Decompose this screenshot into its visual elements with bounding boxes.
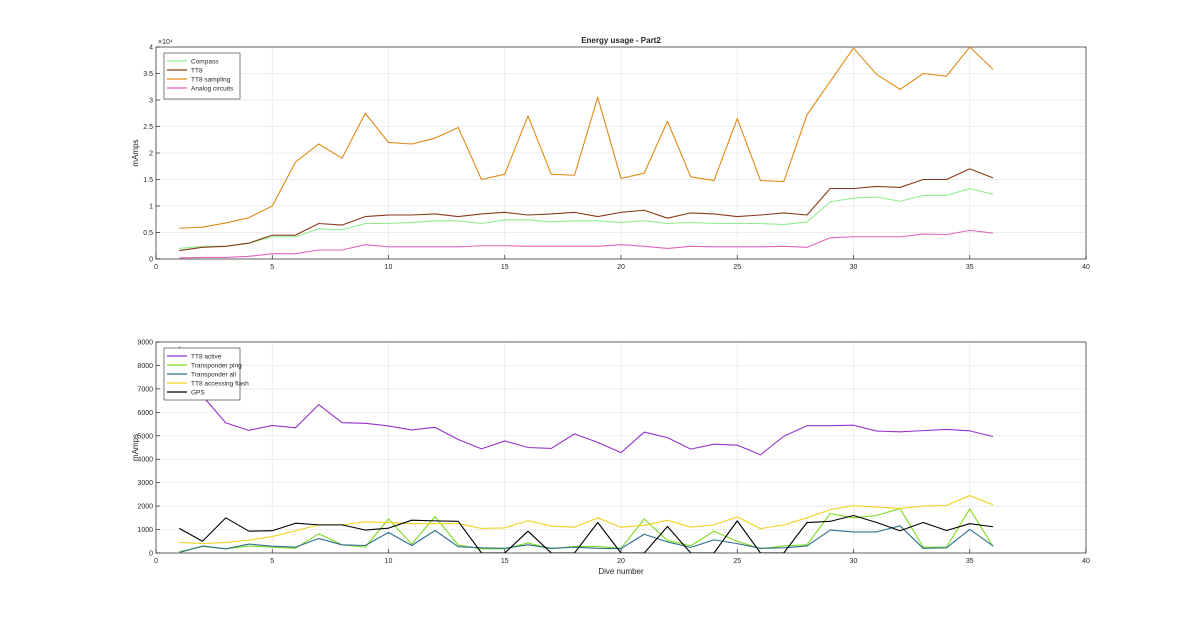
series-line [179, 168, 994, 252]
x-tick-label: 10 [385, 264, 393, 271]
y-tick-label: 4000 [137, 457, 153, 464]
series-line [179, 47, 994, 229]
series-gps [178, 514, 994, 553]
legend-entry: Transponder all [191, 371, 236, 378]
series-tt8 [179, 168, 994, 252]
legend-entry: TT8 accessing flash [191, 380, 249, 387]
x-tick-label: 15 [501, 558, 509, 565]
x-axis-label: Dive number [598, 567, 644, 576]
top-energy-usage-plot: 0 5 10 15 20 25 30 35 40 0 0.5 1 1.5 2 2.5 3 3.5 4 ×10⁴ Ene… [131, 36, 1090, 271]
series-transponder-all [179, 525, 994, 553]
series-tt8-sampling [179, 47, 994, 229]
legend-entry: Compass [191, 58, 219, 65]
y-tick-label: 5000 [137, 433, 153, 440]
series-line [179, 525, 994, 553]
x-tick-label: 10 [385, 558, 393, 565]
y-tick-label: 1000 [137, 527, 153, 534]
x-tick-label: 30 [850, 558, 858, 565]
series-line [178, 346, 994, 456]
legend-entry: TT8 sampling [191, 76, 231, 83]
bottom-energy-usage-plot: 0 5 10 15 20 25 30 35 40 0 1000 2000 3000 4000 5000 600… [131, 340, 1090, 577]
x-tick-label: 20 [617, 558, 625, 565]
series-line [179, 495, 994, 545]
y-tick-label: 2000 [137, 504, 153, 511]
y-tick-label: 1.5 [143, 177, 153, 184]
y-tick-label: 3 [149, 98, 153, 105]
x-tick-label: 35 [966, 558, 974, 565]
y-tick-label: 0 [149, 257, 153, 264]
x-tick-label: 25 [733, 264, 741, 271]
legend-entry: Analog circuits [191, 85, 234, 92]
y-tick-label: 8000 [137, 363, 153, 370]
legend-entry: TT8 [191, 67, 203, 74]
x-tick-label: 0 [154, 264, 158, 271]
x-tick-label: 35 [966, 264, 974, 271]
series-line [179, 507, 994, 553]
y-tick-label: 2.5 [143, 124, 153, 131]
x-tick-label: 40 [1082, 264, 1090, 271]
series-tt8-active [178, 346, 994, 456]
x-tick-label: 15 [501, 264, 509, 271]
x-tick-label: 0 [154, 558, 158, 565]
y-tick-label: 6000 [137, 410, 153, 417]
y-tick-label: 2 [149, 151, 153, 158]
x-tick-label: 5 [270, 264, 274, 271]
x-tick-label: 30 [850, 264, 858, 271]
y-axis-label: mAmps [131, 434, 140, 461]
y-tick-label: 7000 [137, 386, 153, 393]
y-axis-label: mAmps [131, 139, 140, 166]
legend-entry: Transponder ping [191, 362, 242, 369]
y-tick-label: 0 [149, 551, 153, 558]
x-tick-label: 25 [733, 558, 741, 565]
y-tick-label: 3.5 [143, 71, 153, 78]
y-tick-label: 4 [149, 45, 153, 52]
y-tick-label: 3000 [137, 480, 153, 487]
legend-entry: GPS [191, 389, 205, 396]
series-line [179, 229, 994, 259]
x-tick-label: 20 [617, 264, 625, 271]
x-tick-label: 40 [1082, 558, 1090, 565]
legend: TT8 active Transponder ping Transponder al… [163, 347, 249, 401]
legend-entry: TT8 active [191, 353, 222, 360]
series-line [178, 514, 994, 553]
series-analog-circuits [179, 229, 994, 259]
y-exponent-label: ×10⁴ [158, 39, 173, 46]
series-line [179, 187, 994, 249]
y-tick-label: 0.5 [143, 230, 153, 237]
y-tick-label: 1 [149, 204, 153, 211]
legend: Compass TT8 TT8 sampling Analog circuits [163, 52, 241, 100]
x-tick-label: 5 [270, 558, 274, 565]
chart-title: Energy usage - Part2 [581, 36, 661, 45]
y-tick-label: 9000 [137, 340, 153, 347]
